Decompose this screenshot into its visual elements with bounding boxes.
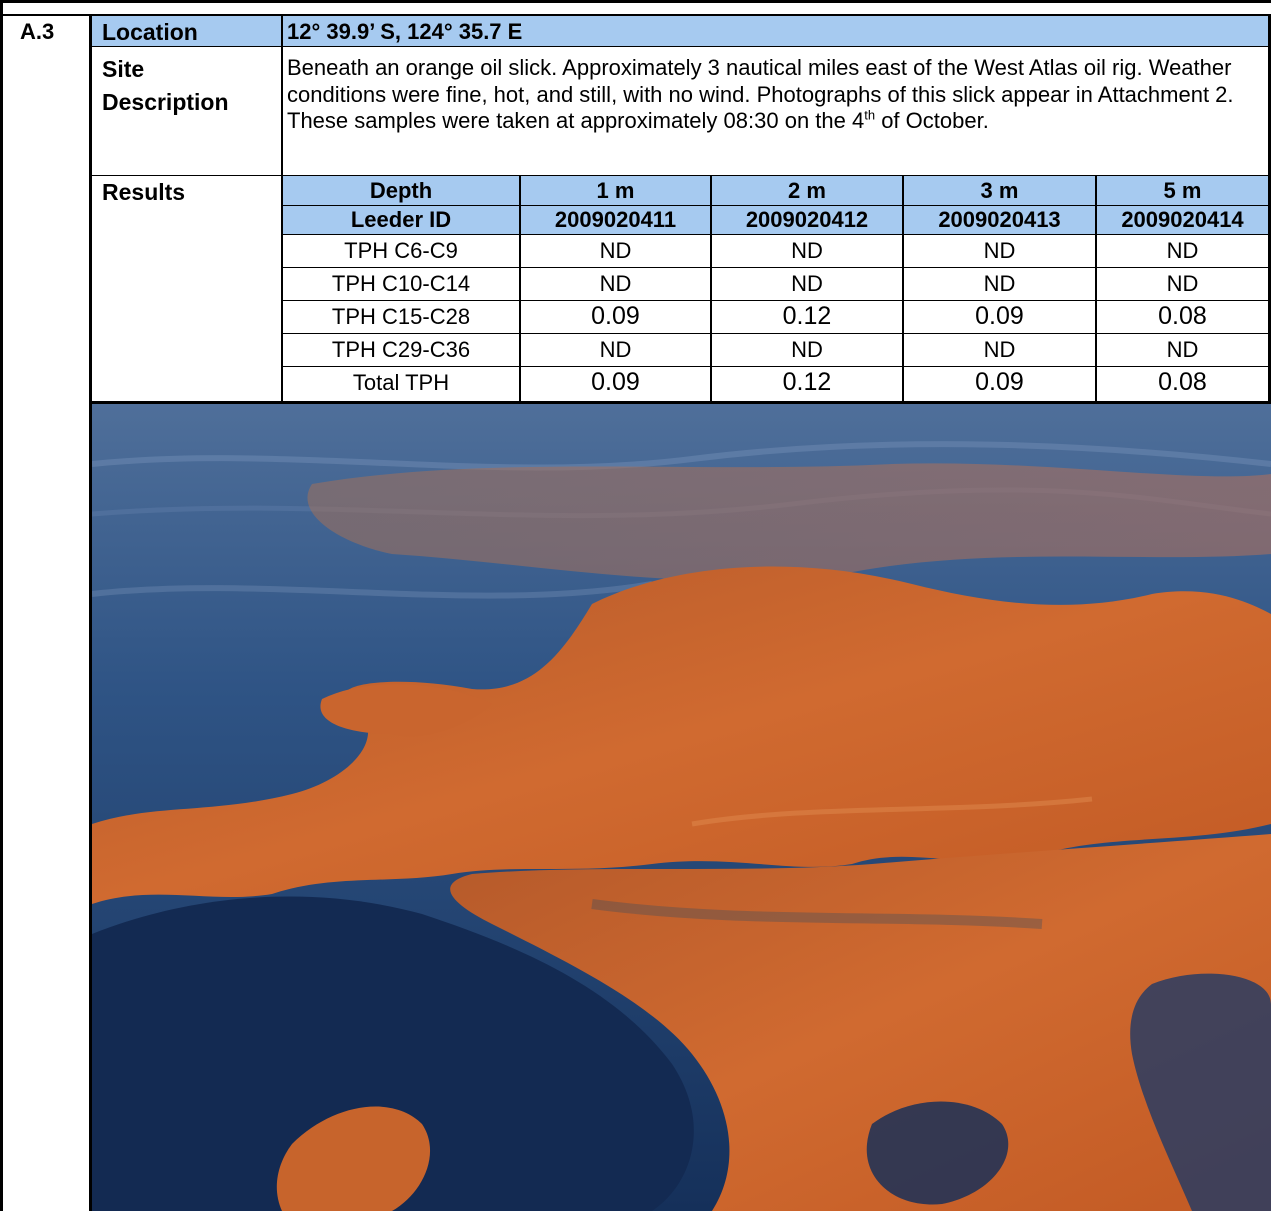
location-row-fill: [92, 16, 1271, 46]
table-cell: 0.09: [975, 368, 1024, 396]
results-header-1m: 1 m: [596, 178, 635, 203]
site-description-body: Beneath an orange oil slick. Approximate…: [287, 55, 1234, 133]
table-cell: ND: [1166, 271, 1199, 296]
results-label: Results: [102, 179, 186, 205]
table-cell: 0.12: [782, 368, 832, 396]
table-cell: 0.09: [591, 368, 640, 396]
site-description-label-line2: Description: [102, 89, 229, 115]
table-cell: ND: [791, 238, 823, 263]
table-cell: ND: [1166, 238, 1199, 263]
location-label: Location: [102, 19, 198, 45]
table-cell: 0.12: [782, 302, 832, 330]
oil-slick-photo: [92, 404, 1271, 1211]
results-header-2m: 2 m: [788, 178, 826, 203]
table-cell: ND: [1166, 337, 1199, 362]
table-cell: ND: [791, 271, 823, 296]
date-ordinal-suffix: th: [864, 107, 876, 123]
table-row-label: TPH C15-C28: [331, 304, 471, 329]
table-cell: ND: [599, 271, 632, 296]
table-row-label: Total TPH: [352, 370, 450, 395]
table-row-label: TPH C6-C9: [344, 238, 458, 263]
table-row-label: TPH C29-C36: [331, 337, 471, 362]
table-cell: ND: [599, 337, 632, 362]
site-description-tail: of October.: [875, 108, 989, 133]
leeder-id-2m: 2009020412: [745, 207, 869, 232]
table-cell: ND: [983, 238, 1016, 263]
table-cell: 0.08: [1158, 302, 1207, 330]
table-row-label: TPH C10-C14: [331, 271, 471, 296]
results-header-3m: 3 m: [980, 178, 1019, 203]
site-description-label-line1: Site: [102, 56, 145, 82]
site-description-text: Beneath an orange oil slick. Approximate…: [287, 55, 1267, 135]
table-cell: 0.09: [975, 302, 1024, 330]
results-header-5m: 5 m: [1163, 178, 1202, 203]
location-value: 12° 39.9’ S, 124° 35.7 E: [287, 19, 523, 44]
table-cell: 0.09: [591, 302, 640, 330]
leeder-id-1m: 2009020411: [554, 207, 677, 232]
results-header-depth: Depth: [369, 178, 433, 203]
table-cell: 0.08: [1158, 368, 1207, 396]
table-cell: ND: [983, 337, 1016, 362]
section-id: A.3: [20, 19, 55, 44]
leeder-id-5m: 2009020414: [1121, 207, 1244, 232]
table-cell: ND: [599, 238, 632, 263]
table-cell: ND: [983, 271, 1016, 296]
leeder-id-3m: 2009020413: [938, 207, 1061, 232]
leeder-id-label: Leeder ID: [350, 207, 452, 232]
table-cell: ND: [791, 337, 823, 362]
